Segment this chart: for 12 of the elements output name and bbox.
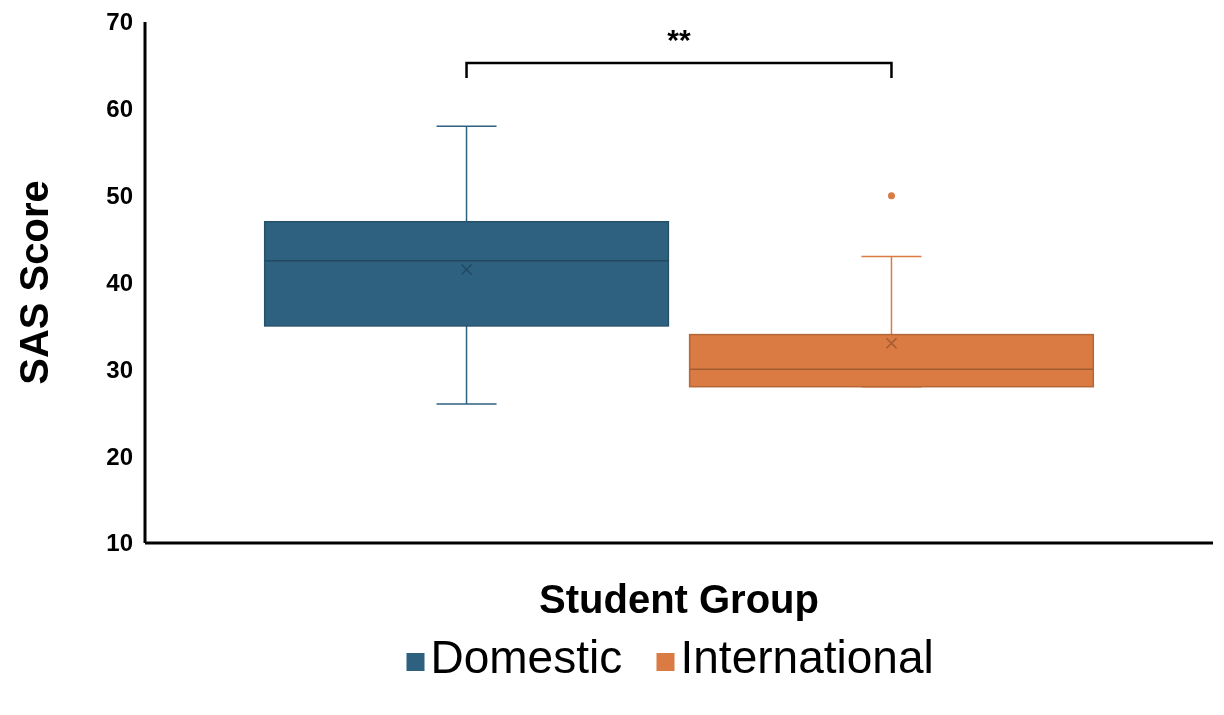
x-axis-title: Student Group — [539, 577, 819, 621]
y-tick-label: 10 — [106, 529, 133, 557]
legend-label: International — [680, 631, 934, 683]
y-tick-label: 60 — [106, 95, 133, 123]
y-tick-label: 30 — [106, 355, 133, 383]
y-tick-label: 50 — [106, 182, 133, 210]
annotation: ** — [667, 23, 691, 56]
y-axis-title: SAS Score — [12, 180, 56, 385]
y-tick-label: 20 — [106, 442, 133, 470]
y-tick-label: 70 — [106, 8, 133, 36]
y-tick-label: 40 — [106, 268, 133, 296]
legend-label: Domestic — [430, 631, 623, 683]
